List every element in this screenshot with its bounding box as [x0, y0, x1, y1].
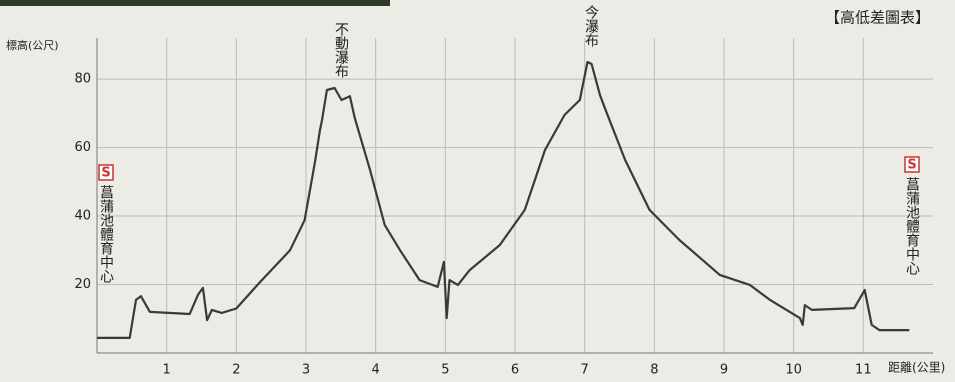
x-tick-label: 2: [232, 363, 240, 378]
y-tick-label: 80: [74, 72, 91, 87]
x-tick-label: 7: [581, 363, 589, 378]
x-tick-label: 3: [302, 363, 310, 378]
x-tick-label: 11: [855, 363, 872, 378]
end-marker-box: [904, 156, 920, 173]
y-tick-label: 20: [74, 277, 91, 292]
elevation-line: [97, 60, 910, 339]
chart-title: 【高低差圖表】: [825, 9, 930, 27]
x-tick-label: 4: [372, 363, 380, 378]
annotation: 不動瀑布: [333, 22, 349, 78]
y-axis-label: 標高(公尺): [6, 38, 59, 52]
annotation: 今瀑布: [583, 5, 599, 47]
start-label: 菖蒲池體育中心: [98, 185, 114, 283]
x-tick-label: 6: [511, 363, 519, 378]
x-tick-label: 9: [720, 363, 728, 378]
y-tick-label: 60: [74, 140, 91, 155]
x-tick-label: 10: [785, 363, 802, 378]
x-tick-label: 1: [163, 363, 171, 378]
y-tick-label: 40: [74, 209, 91, 224]
end-label: 菖蒲池體育中心: [904, 177, 920, 275]
x-tick-label: 5: [441, 363, 449, 378]
photo-strip: [0, 0, 390, 6]
end-marker: S: [907, 158, 916, 173]
start-marker: S: [101, 166, 110, 181]
start-marker-box: [98, 164, 114, 181]
x-tick-label: 8: [650, 363, 658, 378]
x-axis-label: 距離(公里): [888, 361, 945, 375]
